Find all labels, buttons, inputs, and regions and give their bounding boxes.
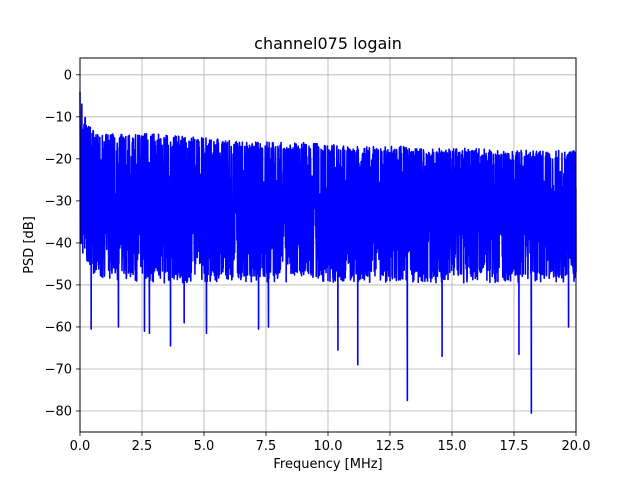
y-tick-label: −10: [45, 110, 72, 125]
y-tick-label: −70: [45, 362, 72, 377]
psd-series: [79, 91, 577, 414]
y-tick-label: −50: [45, 278, 72, 293]
chart-title: channel075 logain: [254, 34, 402, 53]
y-tick-label: −40: [45, 236, 72, 251]
x-tick-label: 10.0: [314, 439, 343, 454]
x-tick-label: 5.0: [194, 439, 215, 454]
y-tick-label: −60: [45, 320, 72, 335]
y-tick-label: 0: [64, 68, 72, 83]
x-tick-label: 17.5: [500, 439, 529, 454]
x-axis-label: Frequency [MHz]: [273, 457, 382, 472]
y-tick-label: −80: [45, 404, 72, 419]
y-axis-label: PSD [dB]: [22, 216, 37, 274]
psd-line: [79, 91, 577, 414]
x-tick-label: 15.0: [438, 439, 467, 454]
y-tick-label: −30: [45, 194, 72, 209]
x-tick-label: 7.5: [256, 439, 277, 454]
x-tick-label: 20.0: [562, 439, 591, 454]
x-tick-label: 12.5: [376, 439, 405, 454]
x-tick-label: 2.5: [132, 439, 153, 454]
axis-ticks: 0.0 2.5 5.0 7.5 10.0 12.5 15.0 17.5 20.0 0 −10 −20 −…: [45, 68, 591, 454]
y-tick-label: −20: [45, 152, 72, 167]
x-tick-label: 0.0: [70, 439, 91, 454]
